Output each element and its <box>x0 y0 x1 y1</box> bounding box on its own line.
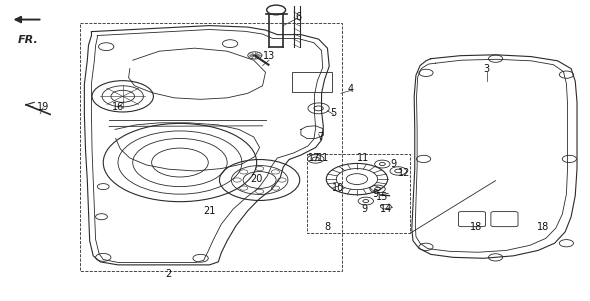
Text: 6: 6 <box>295 11 301 22</box>
Text: 13: 13 <box>263 51 275 61</box>
Text: 9: 9 <box>390 159 396 169</box>
Text: 21: 21 <box>204 206 215 216</box>
Text: 16: 16 <box>112 102 124 112</box>
Text: 7: 7 <box>317 132 323 142</box>
Text: 9: 9 <box>372 189 378 199</box>
Text: 5: 5 <box>330 108 336 118</box>
Text: 15: 15 <box>376 192 388 202</box>
Text: FR.: FR. <box>18 35 38 45</box>
Text: 8: 8 <box>324 222 330 232</box>
Bar <box>307 154 410 233</box>
Text: 18: 18 <box>537 222 549 232</box>
Text: 17: 17 <box>309 153 320 163</box>
Bar <box>80 23 342 271</box>
Text: 3: 3 <box>484 64 490 74</box>
Text: 4: 4 <box>348 84 354 94</box>
Text: 14: 14 <box>381 204 392 214</box>
Text: 2: 2 <box>165 269 171 279</box>
Bar <box>292 72 332 92</box>
Text: 20: 20 <box>251 174 263 184</box>
Text: 9: 9 <box>362 204 368 214</box>
Text: 11: 11 <box>358 153 369 163</box>
Text: 11: 11 <box>317 153 329 163</box>
Text: 19: 19 <box>37 102 49 112</box>
Text: 12: 12 <box>398 168 410 178</box>
Text: 10: 10 <box>332 183 344 193</box>
Text: 18: 18 <box>470 222 482 232</box>
